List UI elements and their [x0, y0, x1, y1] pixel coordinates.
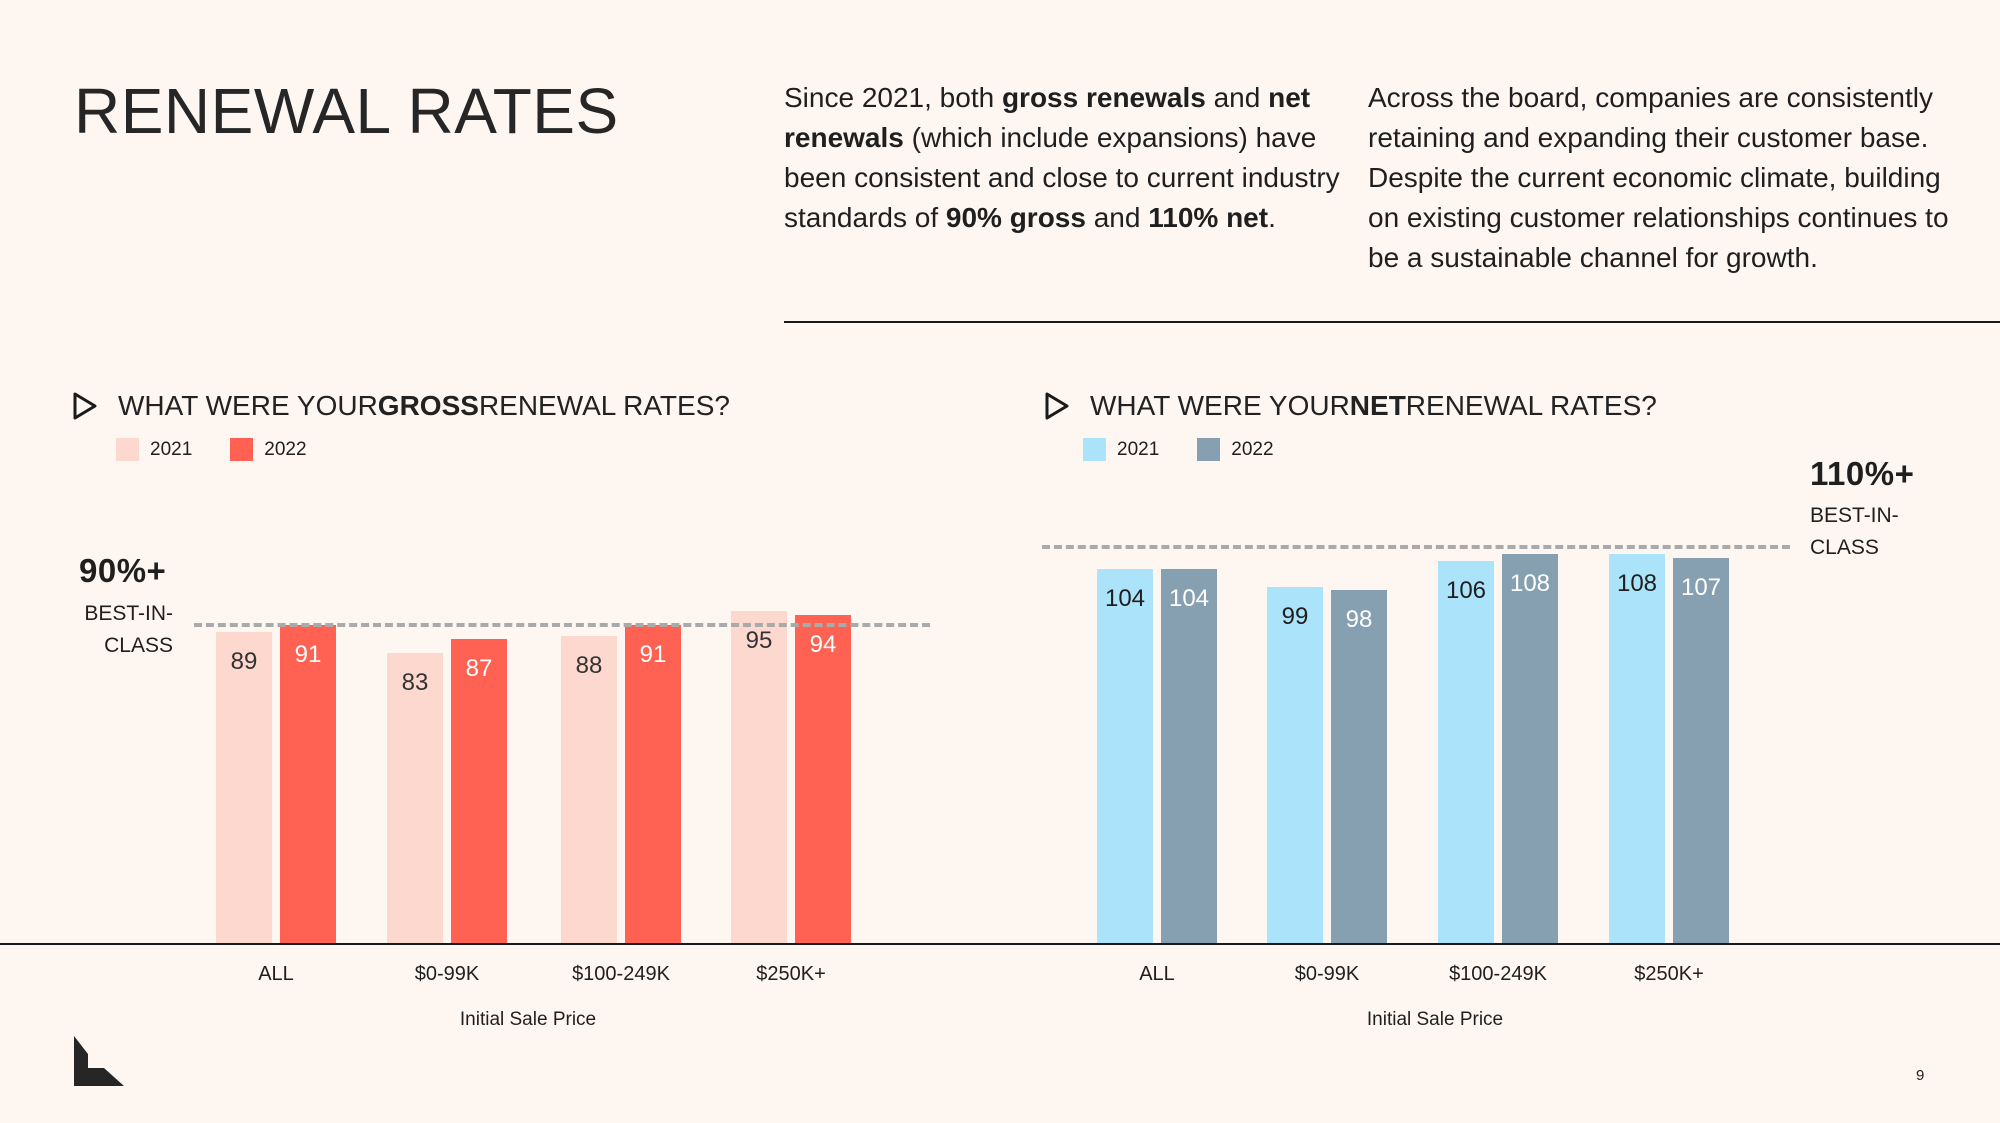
legend-label-2021: 2021: [1117, 438, 1160, 460]
legend-item-2021: 2021: [1083, 438, 1159, 461]
gross-category-label-2: $100-249K: [572, 963, 670, 985]
net-category-label-2: $100-249K: [1449, 963, 1547, 985]
legend-swatch-2022: [1197, 438, 1221, 461]
gross-bar-2021-2: [561, 635, 617, 943]
gross-bar-label-2022-3: 94: [809, 630, 837, 658]
net-bar-2022-2: [1502, 554, 1558, 943]
net-bar-2021-3: [1609, 554, 1665, 943]
net-bar-2021-2: [1438, 561, 1494, 943]
legend-swatch-2021: [1083, 438, 1106, 461]
legend-swatch-2022: [230, 438, 254, 461]
intro-gross-net-summary: Since 2021, both gross renewals and net …: [784, 82, 1340, 233]
net-bar-label-2021-1: 99: [1281, 602, 1309, 630]
net-chart-legend: 2021 2022: [1083, 438, 1312, 461]
gross-bar-label-2021-2: 88: [575, 651, 603, 679]
gross-bar-label-2021-0: 89: [230, 648, 258, 676]
net-x-axis-label: Initial Sale Price: [1366, 1009, 1504, 1030]
net-best-in-class-label: BEST-IN- CLASS: [1810, 504, 1899, 559]
gross-bar-2022-3: [795, 614, 851, 943]
legend-item-2021: 2021: [116, 438, 192, 461]
net-chart-title: WHAT WERE YOUR NET RENEWAL RATES?: [1044, 390, 1657, 422]
gross-bar-2021-1: [387, 653, 443, 943]
legend-label-2021: 2021: [150, 438, 193, 460]
gross-bar-label-2022-2: 91: [639, 641, 667, 669]
gross-bar-label-2022-1: 87: [465, 655, 493, 683]
gross-category-label-3: $250K+: [756, 963, 826, 985]
gross-category-label-1: $0-99K: [414, 963, 480, 985]
intro-customer-base-summary: Across the board, companies are consiste…: [1368, 82, 1949, 273]
l-shape-logo-icon: [74, 1036, 124, 1086]
gross-bar-2021-3: [731, 611, 787, 943]
gross-best-in-class-label: BEST-IN- CLASS: [84, 602, 173, 657]
net-bar-label-2022-3: 107: [1680, 573, 1722, 601]
play-triangle-icon: [1045, 392, 1069, 420]
gross-best-in-class-value: 90%+: [79, 552, 167, 589]
net-bar-label-2022-2: 108: [1509, 570, 1551, 598]
legend-swatch-2021: [116, 438, 139, 461]
gross-x-axis-label: Initial Sale Price: [459, 1009, 597, 1030]
net-bar-2021-0: [1097, 568, 1153, 943]
net-category-label-3: $250K+: [1634, 963, 1704, 985]
gross-best-in-class-line: [194, 623, 930, 628]
gross-bar-2022-2: [625, 625, 681, 943]
play-triangle-icon: [73, 392, 97, 420]
legend-label-2022: 2022: [1231, 438, 1274, 460]
net-best-in-class-line: [1042, 545, 1790, 549]
net-bar-label-2022-0: 104: [1168, 584, 1210, 612]
net-bar-label-2021-3: 108: [1616, 570, 1658, 598]
gross-chart-title: WHAT WERE YOUR GROSS RENEWAL RATES?: [72, 390, 730, 422]
gross-chart-legend: 2021 2022: [116, 438, 345, 461]
gross-bar-2022-0: [280, 625, 336, 943]
legend-label-2022: 2022: [264, 438, 307, 460]
net-bar-label-2022-1: 98: [1345, 606, 1373, 634]
net-best-in-class-value: 110%+: [1810, 455, 1915, 492]
gross-category-label-0: ALL: [258, 963, 294, 985]
header-divider: [784, 321, 2000, 323]
gross-bar-2021-0: [216, 632, 272, 943]
page-title: RENEWAL RATES: [74, 75, 619, 147]
page-number: 9: [1916, 1067, 1925, 1084]
net-bar-2021-1: [1267, 586, 1323, 943]
gross-bar-label-2021-3: 95: [745, 627, 773, 655]
gross-bar-2022-1: [451, 639, 507, 943]
legend-item-2022: 2022: [230, 438, 307, 461]
net-bar-2022-1: [1331, 590, 1387, 943]
net-category-label-1: $0-99K: [1294, 963, 1360, 985]
net-category-label-0: ALL: [1139, 963, 1175, 985]
x-axis-baseline: [0, 943, 2000, 945]
net-bar-2022-0: [1161, 568, 1217, 943]
net-bar-label-2021-2: 106: [1445, 577, 1487, 605]
net-bar-label-2021-0: 104: [1104, 584, 1146, 612]
gross-bar-label-2021-1: 83: [401, 669, 429, 697]
gross-bar-label-2022-0: 91: [294, 641, 322, 669]
legend-item-2022: 2022: [1197, 438, 1274, 461]
net-bar-2022-3: [1673, 557, 1729, 943]
